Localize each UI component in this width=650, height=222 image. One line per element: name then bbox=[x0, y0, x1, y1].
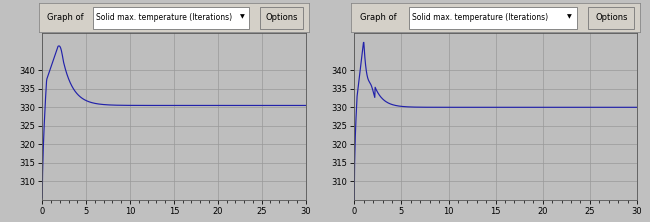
Text: Solid max. temperature (Iterations): Solid max. temperature (Iterations) bbox=[411, 13, 548, 22]
FancyBboxPatch shape bbox=[588, 7, 634, 29]
Text: ▼: ▼ bbox=[567, 15, 572, 20]
FancyBboxPatch shape bbox=[260, 7, 304, 29]
Text: Solid max. temperature (Iterations): Solid max. temperature (Iterations) bbox=[96, 13, 232, 22]
FancyBboxPatch shape bbox=[93, 7, 250, 29]
Text: Options: Options bbox=[595, 13, 628, 22]
FancyBboxPatch shape bbox=[409, 7, 577, 29]
Text: ▼: ▼ bbox=[240, 15, 245, 20]
Text: Graph of: Graph of bbox=[47, 13, 84, 22]
Text: Graph of: Graph of bbox=[359, 13, 396, 22]
Text: Options: Options bbox=[265, 13, 298, 22]
